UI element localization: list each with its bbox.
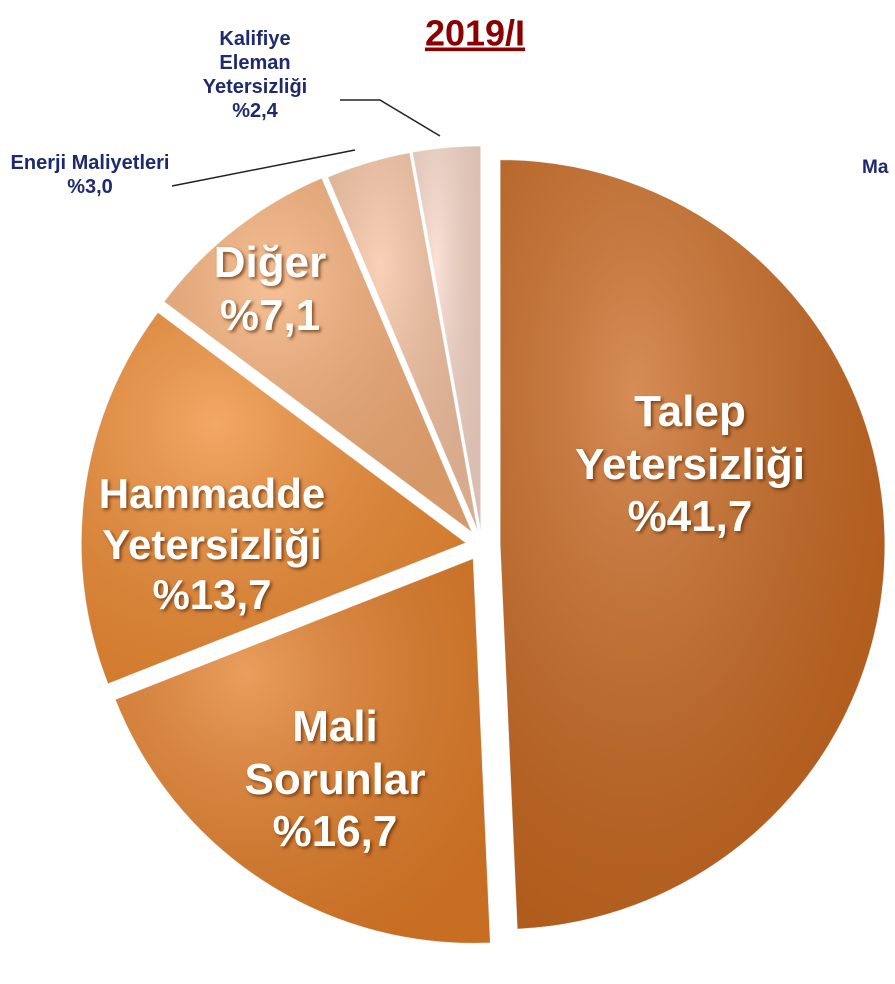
slice-label: Hammadde Yetersizliği%13,7 [57,415,367,675]
value-label: %2,4 [232,100,278,122]
slice-label: Enerji Maliyetleri%3,0 [5,45,175,305]
slice-shine [412,146,481,532]
slice-shine [115,558,491,944]
label-box: Enerji Maliyetleri %3,0 [5,45,175,305]
slice-label: Diğer%7,1 [170,160,370,420]
slice-shine [499,159,885,930]
annotation: Ma [862,157,889,178]
category-label: Kalifiye Eleman Yetersizliği [202,28,308,98]
category-label: Diğer [213,238,327,288]
label-box: Talep Yetersizliği %41,7 [555,335,825,595]
label-box: Mali Sorunlar %16,7 [220,650,450,910]
label-box: Diğer %7,1 [170,160,370,420]
value-label: %16,7 [272,807,398,857]
value-label: %3,0 [67,176,113,198]
slice-shine [163,177,473,533]
slice-label: Talep Yetersizliği%41,7 [555,335,825,595]
slice-label: Mali Sorunlar%16,7 [220,650,450,910]
category-label: Enerji Maliyetleri [10,152,170,174]
value-label: %13,7 [152,571,272,619]
value-label: %7,1 [219,291,321,340]
category-label: Mali Sorunlar [244,701,426,804]
value-label: %41,7 [627,492,753,542]
category-label: Talep Yetersizliği [575,386,805,489]
slice-shine [327,152,479,532]
leader-line [171,149,356,187]
pie [80,145,886,944]
slice-label: Kalifiye Eleman Yetersizliği%2,4 [195,0,315,205]
label-box: Hammadde Yetersizliği %13,7 [57,415,367,675]
slice-shine [81,312,467,684]
label-box: Kalifiye Eleman Yetersizliği %2,4 [195,0,315,205]
category-label: Hammadde Yetersizliği [98,470,326,568]
chart-title: 2019/I [425,13,525,54]
leader-line [340,99,441,137]
